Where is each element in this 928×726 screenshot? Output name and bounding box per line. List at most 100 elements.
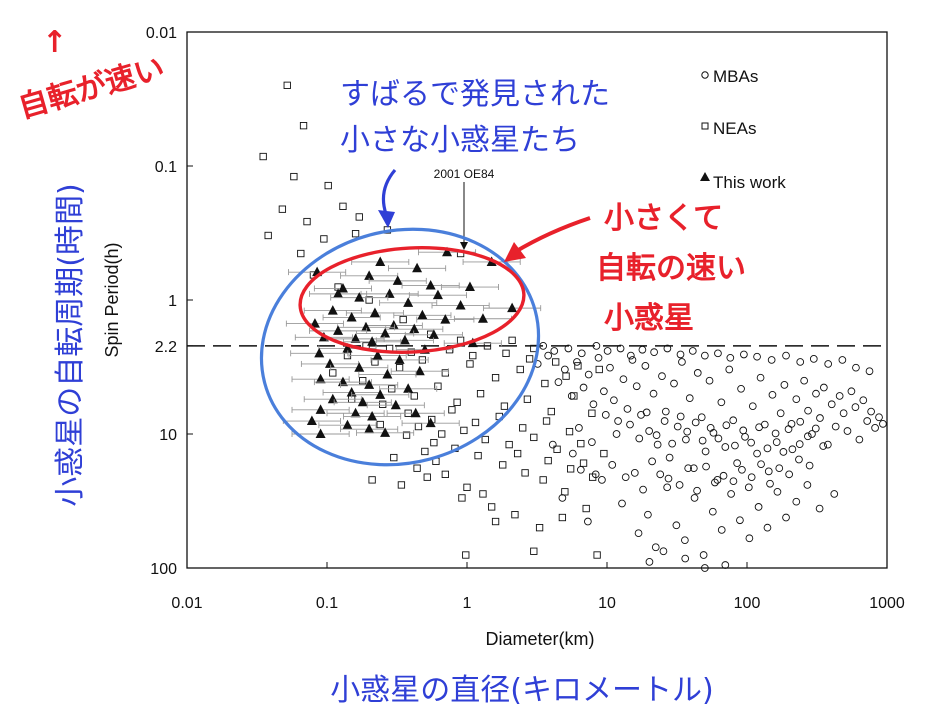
legend-label-neas: NEAs — [713, 119, 756, 138]
data-point-mbas — [554, 378, 563, 386]
data-point-this-work — [333, 325, 344, 335]
data-point-this-work — [372, 350, 383, 360]
data-point-mbas — [650, 348, 658, 356]
red-outline-fast-rotators — [298, 246, 526, 354]
data-point-mbas — [717, 398, 726, 407]
data-point-mbas — [804, 406, 812, 415]
data-point-mbas — [812, 389, 820, 398]
data-point-mbas — [795, 440, 804, 448]
data-point-mbas — [708, 507, 717, 516]
data-point-mbas — [740, 350, 748, 359]
data-point-this-work — [342, 342, 353, 353]
data-point-mbas — [638, 345, 647, 354]
data-point-mbas — [729, 477, 738, 486]
data-point-mbas — [805, 461, 814, 470]
data-point-mbas — [575, 424, 583, 432]
data-point-this-work — [425, 280, 436, 290]
data-point-neas — [567, 465, 575, 473]
data-point-this-work — [315, 428, 326, 438]
data-point-mbas — [698, 436, 707, 445]
y-tick-label: 10 — [159, 427, 177, 444]
data-point-mbas — [756, 373, 765, 382]
data-point-neas — [525, 355, 534, 363]
data-point-mbas — [815, 504, 824, 513]
data-point-mbas — [603, 347, 612, 355]
data-point-mbas — [584, 370, 593, 379]
data-point-mbas — [690, 494, 699, 502]
data-point-mbas — [792, 395, 801, 404]
data-point-mbas — [725, 365, 734, 374]
data-point-this-work — [432, 289, 443, 300]
data-point-neas — [491, 374, 500, 382]
data-point-mbas — [722, 421, 731, 430]
data-point-neas — [421, 447, 429, 456]
data-point-mbas — [811, 424, 820, 433]
data-point-mbas — [733, 459, 741, 467]
data-point-mbas — [683, 427, 692, 436]
data-point-neas — [570, 392, 578, 400]
legend-marker-this-work — [700, 172, 710, 181]
data-point-neas — [500, 402, 509, 410]
data-point-neas — [410, 392, 418, 400]
data-point-mbas — [676, 412, 685, 421]
data-point-mbas — [714, 434, 723, 443]
data-point-mbas — [682, 435, 690, 444]
data-point-neas — [488, 503, 496, 511]
data-point-mbas — [632, 382, 641, 391]
data-point-mbas — [579, 383, 588, 392]
data-point-mbas — [608, 461, 617, 469]
data-point-mbas — [721, 443, 730, 451]
data-point-mbas — [875, 413, 883, 422]
data-point-mbas — [606, 363, 614, 372]
data-point-mbas — [610, 396, 618, 405]
data-point-mbas — [699, 551, 708, 559]
data-point-mbas — [634, 529, 643, 538]
data-point-neas — [582, 504, 590, 513]
data-point-this-work — [342, 419, 353, 430]
data-point-this-work — [428, 329, 439, 339]
data-point-this-work — [477, 313, 488, 323]
blue-callout-arrow-head — [378, 210, 395, 228]
data-point-neas — [458, 494, 466, 502]
y-tick-label: 0.1 — [155, 159, 177, 176]
data-point-neas — [441, 470, 449, 478]
data-point-this-work — [375, 389, 386, 399]
data-point-neas — [297, 249, 305, 258]
data-point-neas — [562, 372, 570, 380]
data-point-mbas — [764, 467, 773, 476]
data-point-mbas — [787, 420, 796, 428]
data-point-mbas — [701, 447, 710, 456]
data-point-mbas — [639, 485, 647, 494]
blue-callout-arrow — [381, 168, 397, 215]
data-point-mbas — [653, 440, 662, 449]
data-point-neas — [399, 315, 407, 324]
data-point-mbas — [838, 356, 847, 364]
data-point-mbas — [773, 487, 782, 496]
data-point-this-work — [390, 399, 401, 410]
data-point-mbas — [827, 400, 836, 409]
data-point-neas — [595, 365, 603, 374]
red-callout-arrow-head — [504, 242, 526, 262]
data-point-neas — [469, 351, 477, 360]
legend-label-mbas: MBAs — [713, 67, 758, 86]
legend: MBAs NEAs This work — [700, 67, 786, 192]
data-point-mbas — [727, 490, 735, 498]
data-point-mbas — [614, 417, 622, 425]
data-point-neas — [530, 547, 538, 555]
data-point-mbas — [635, 434, 644, 443]
annotation-2001-oe84: 2001 OE84 — [434, 167, 495, 181]
annotation-arrow-head — [460, 242, 468, 250]
data-point-mbas — [645, 558, 654, 566]
data-point-mbas — [594, 353, 603, 362]
data-point-this-work — [315, 404, 326, 414]
data-point-this-work — [414, 365, 425, 376]
data-point-mbas — [626, 420, 634, 429]
data-point-neas — [460, 426, 468, 435]
x-tick-label: 0.01 — [171, 595, 202, 612]
data-point-neas — [355, 213, 363, 221]
data-point-neas — [474, 451, 482, 460]
data-point-this-work — [507, 302, 518, 313]
y-tick-label: 2.2 — [155, 339, 177, 356]
data-point-mbas — [685, 394, 694, 402]
